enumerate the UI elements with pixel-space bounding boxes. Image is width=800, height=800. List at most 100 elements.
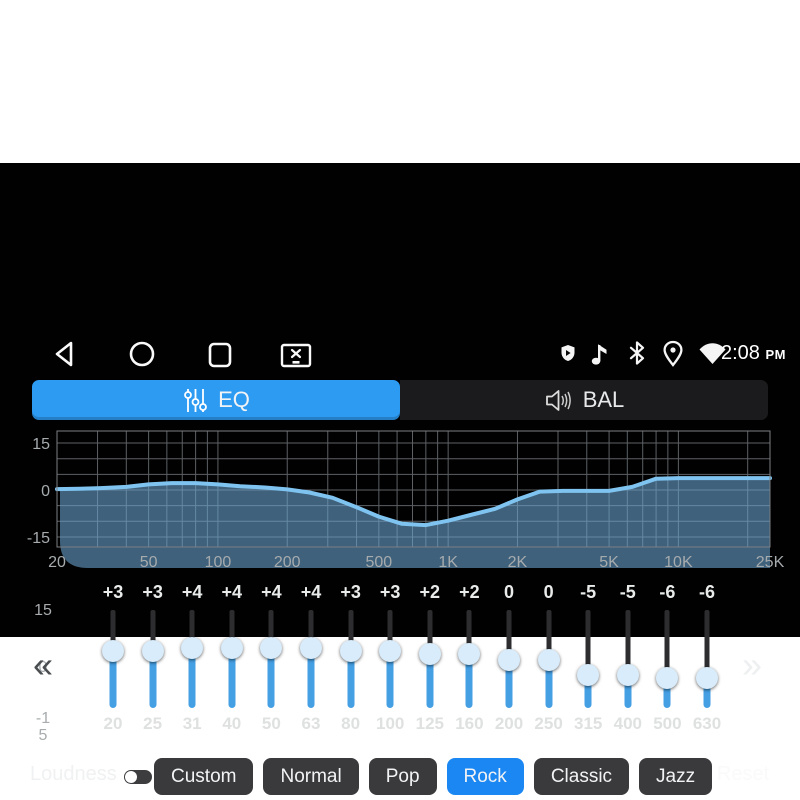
band-freq-label: 50 [261,714,281,733]
preset-jazz-button[interactable]: Jazz [639,758,713,795]
eq-band-630: -6 630 [685,582,729,744]
band-slider-handle[interactable] [379,640,402,662]
band-slider[interactable] [616,610,639,708]
slider-track-lower [149,651,157,708]
screenshot-icon [280,343,312,367]
slider-track-upper [546,610,552,660]
slider-track-upper [625,610,631,675]
eq-band-25: +3 25 [131,582,175,744]
band-slider-handle[interactable] [339,640,362,662]
eq-band-200: 0 200 [487,582,531,744]
band-gain-label: 0 [503,582,514,602]
band-slider[interactable] [339,610,362,708]
loudness-toggle[interactable] [124,770,152,784]
band-slider[interactable] [418,610,441,708]
slider-scale-min: -15 [35,710,51,744]
slider-track-upper [585,610,591,675]
tab-bal[interactable]: BAL [400,380,768,420]
band-slider[interactable] [656,610,679,708]
nav-back-button[interactable] [48,339,82,371]
band-slider[interactable] [181,610,204,708]
band-slider-handle[interactable] [181,637,204,659]
nav-home-button[interactable] [125,339,159,371]
slider-track-upper [268,610,274,648]
band-gain-label: 0 [543,582,554,602]
band-slider[interactable] [577,610,600,708]
svg-text:-15: -15 [27,530,50,547]
eq-band-20: +3 20 [91,582,135,744]
preset-custom-button[interactable]: Custom [154,758,254,795]
band-freq-label: 630 [692,714,722,733]
preset-rock-button[interactable]: Rock [446,758,524,795]
slider-track-lower [505,660,513,708]
band-gain-label: +4 [261,582,282,602]
band-slider-handle[interactable] [300,637,322,659]
status-icons [560,338,727,368]
band-slider[interactable] [141,610,164,708]
loudness-label: Loudness [30,763,117,785]
band-gain-label: +3 [142,582,163,602]
band-gain-label: +2 [419,582,441,602]
slider-track-lower [267,648,275,708]
svg-text:500: 500 [365,554,392,571]
band-slider[interactable] [498,610,520,708]
head-unit-screen: 2:08 PM EQ BAL 15 0 -15 20 50 100 200 500 1K 2K 5K… [0,163,800,795]
band-slider[interactable] [260,610,283,708]
time-value: 2:08 [721,342,760,364]
band-slider[interactable] [537,610,560,708]
recents-icon [208,342,232,368]
band-gain-label: -5 [619,582,636,602]
band-slider-handle[interactable] [498,649,520,671]
band-slider-handle[interactable] [537,649,560,671]
band-slider-handle[interactable] [141,640,164,662]
bands-prev-button[interactable]: « [33,644,54,685]
music-note-icon [591,344,607,365]
slider-scale-zero: 0 [38,659,48,676]
band-slider[interactable] [458,610,481,708]
reset-button[interactable]: Reset [716,763,770,785]
band-slider-handle[interactable] [577,664,600,686]
slider-track-upper [466,610,472,654]
slider-track-upper [229,610,235,648]
svg-text:10K: 10K [664,554,693,571]
slider-track-lower [386,651,394,708]
slider-track-lower [624,675,632,708]
band-gain-label: -6 [698,582,715,602]
time-period: PM [765,347,786,362]
slider-track-upper [150,610,156,651]
band-slider-handle[interactable] [260,637,283,659]
band-slider-handle[interactable] [458,643,481,665]
band-slider[interactable] [379,610,402,708]
band-slider-handle[interactable] [220,637,243,659]
band-slider-handle[interactable] [656,667,679,689]
tab-eq[interactable]: EQ [32,380,400,420]
band-gain-label: -6 [659,582,676,602]
eq-band-63: +4 63 [289,582,333,744]
svg-text:2K: 2K [508,554,528,571]
nav-recents-button[interactable] [203,340,237,372]
band-slider-handle[interactable] [418,643,441,665]
band-slider[interactable] [220,610,243,708]
band-freq-label: 500 [653,714,682,733]
preset-pop-button[interactable]: Pop [368,758,437,795]
band-freq-label: 31 [182,714,202,733]
slider-scale-max: 15 [34,602,52,619]
band-slider[interactable] [696,610,718,708]
band-slider-handle[interactable] [102,640,124,662]
band-slider-handle[interactable] [616,664,639,686]
preset-normal-button[interactable]: Normal [263,758,359,795]
nav-screenshot-button[interactable] [279,341,313,373]
band-gain-label: -5 [580,582,597,602]
preset-classic-button[interactable]: Classic [533,758,630,795]
band-freq-label: 200 [494,714,524,733]
eq-band-160: +2 160 [447,582,491,744]
band-freq-label: 40 [222,714,242,733]
band-slider-handle[interactable] [696,667,718,689]
band-slider[interactable] [300,610,322,708]
band-freq-label: 63 [301,714,321,733]
slider-track-lower [307,648,315,708]
eq-band-500: -6 500 [645,582,689,744]
bands-next-button[interactable]: » [742,644,763,685]
band-slider[interactable] [102,610,124,708]
